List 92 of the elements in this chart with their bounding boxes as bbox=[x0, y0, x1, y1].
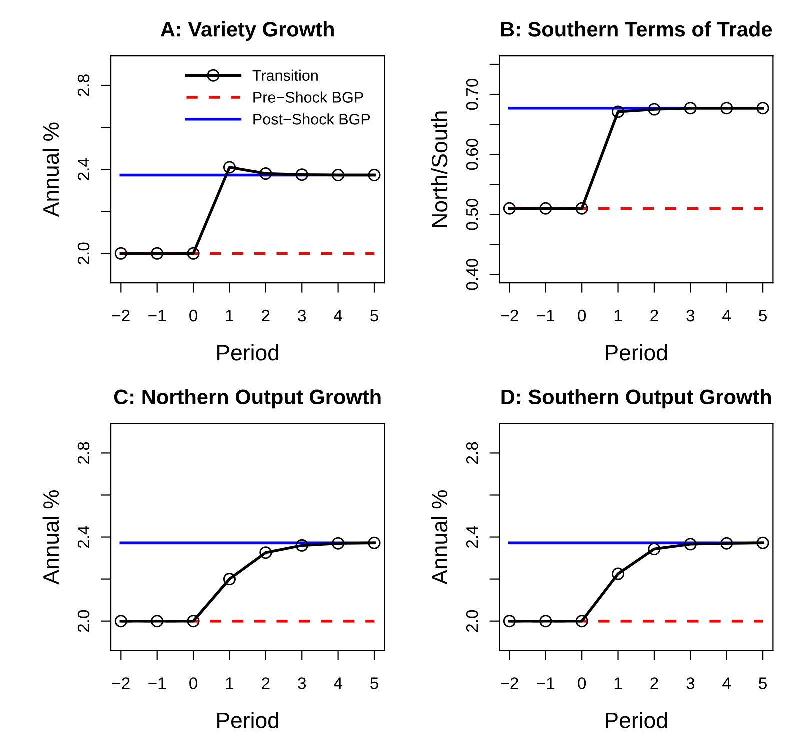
point bbox=[684, 538, 697, 551]
x-tick-label: 4 bbox=[334, 310, 342, 322]
point bbox=[540, 202, 552, 215]
x-tick-label: 3 bbox=[686, 310, 695, 322]
point bbox=[720, 537, 734, 550]
point bbox=[503, 615, 516, 628]
point bbox=[332, 169, 345, 182]
y-tick-label: 2.0 bbox=[78, 242, 90, 264]
chart-title: B: Southern Terms of Trade bbox=[501, 22, 772, 37]
point bbox=[296, 168, 308, 182]
x-tick-label: 3 bbox=[298, 310, 306, 322]
y-axis-title: North/South bbox=[431, 112, 448, 228]
point bbox=[648, 543, 661, 556]
chart-title: A: Variety Growth bbox=[160, 22, 334, 41]
chart-title: D: Southern Output Growth bbox=[502, 389, 772, 409]
point bbox=[187, 247, 200, 260]
point bbox=[756, 536, 770, 550]
y-axis-title: Annual % bbox=[42, 122, 60, 218]
x-tick-label: 2 bbox=[262, 678, 270, 690]
x-tick-label: 2 bbox=[650, 678, 658, 690]
point bbox=[503, 202, 516, 215]
y-axis-title: Annual % bbox=[431, 490, 448, 585]
point bbox=[540, 615, 552, 628]
point bbox=[756, 102, 770, 115]
point bbox=[260, 546, 272, 560]
x-tick-label: 5 bbox=[759, 310, 767, 322]
x-tick-label: 0 bbox=[578, 310, 586, 322]
x-tick-label: 3 bbox=[298, 678, 306, 690]
x-tick-label: 4 bbox=[722, 310, 731, 322]
point bbox=[223, 573, 236, 586]
x-tick-label: −1 bbox=[537, 310, 555, 322]
point bbox=[368, 169, 381, 182]
point bbox=[260, 168, 272, 180]
point bbox=[684, 102, 697, 115]
point bbox=[114, 247, 128, 260]
x-tick-label: 5 bbox=[370, 678, 378, 690]
point bbox=[576, 615, 588, 628]
x-tick-label: 2 bbox=[650, 310, 658, 322]
point bbox=[720, 102, 734, 115]
x-tick-label: 5 bbox=[759, 678, 767, 690]
chart-title: C: Northern Output Growth bbox=[114, 389, 381, 409]
point bbox=[576, 202, 588, 215]
x-tick-label: −2 bbox=[112, 310, 130, 322]
point bbox=[151, 615, 164, 628]
x-tick-label: 4 bbox=[334, 678, 342, 690]
point bbox=[332, 537, 345, 550]
legend-label: Pre−Shock BGP bbox=[254, 92, 364, 103]
point bbox=[187, 615, 200, 628]
y-tick-label: 2.8 bbox=[466, 442, 478, 464]
legend-label: Post−Shock BGP bbox=[254, 114, 370, 125]
y-tick-label: 2.8 bbox=[78, 442, 90, 464]
y-tick-label: 2.4 bbox=[78, 526, 90, 548]
point bbox=[648, 103, 661, 116]
x-tick-label: 2 bbox=[262, 310, 270, 322]
y-tick-label: 0.50 bbox=[466, 199, 478, 230]
y-tick-label: 2.4 bbox=[466, 526, 478, 548]
point bbox=[114, 615, 128, 628]
x-tick-label: 5 bbox=[370, 310, 378, 322]
x-tick-label: −1 bbox=[537, 678, 555, 690]
x-axis-title: Period bbox=[218, 344, 279, 361]
x-tick-label: −1 bbox=[148, 678, 166, 690]
y-tick-label: 0.40 bbox=[466, 259, 478, 290]
point bbox=[151, 247, 164, 260]
x-tick-label: −2 bbox=[501, 310, 518, 322]
y-tick-label: 2.0 bbox=[466, 610, 478, 632]
x-tick-label: 1 bbox=[226, 310, 234, 322]
x-tick-label: 4 bbox=[722, 678, 731, 690]
x-axis-title: Period bbox=[606, 712, 668, 728]
x-axis-title: Period bbox=[606, 344, 668, 361]
y-tick-label: 0.60 bbox=[466, 139, 478, 170]
x-tick-label: −1 bbox=[148, 310, 166, 322]
x-tick-label: 1 bbox=[614, 678, 622, 690]
y-tick-label: 2.4 bbox=[78, 158, 90, 180]
x-tick-label: 0 bbox=[190, 678, 198, 690]
point bbox=[296, 539, 308, 552]
x-tick-label: 0 bbox=[578, 678, 586, 690]
point bbox=[612, 568, 625, 580]
point bbox=[223, 161, 236, 174]
x-tick-label: −2 bbox=[112, 678, 130, 690]
x-tick-label: −2 bbox=[501, 678, 518, 690]
x-tick-label: 1 bbox=[226, 678, 234, 690]
y-tick-label: 2.0 bbox=[78, 610, 90, 632]
x-axis-title: Period bbox=[218, 712, 279, 728]
point bbox=[612, 106, 625, 118]
y-axis-title: Annual % bbox=[42, 490, 60, 585]
x-tick-label: 1 bbox=[614, 310, 622, 322]
legend-label: Transition bbox=[252, 70, 318, 82]
x-tick-label: 3 bbox=[686, 678, 695, 690]
y-tick-label: 2.8 bbox=[78, 74, 90, 96]
y-tick-label: 0.70 bbox=[466, 78, 478, 110]
x-tick-label: 0 bbox=[190, 310, 198, 322]
point bbox=[368, 536, 381, 550]
